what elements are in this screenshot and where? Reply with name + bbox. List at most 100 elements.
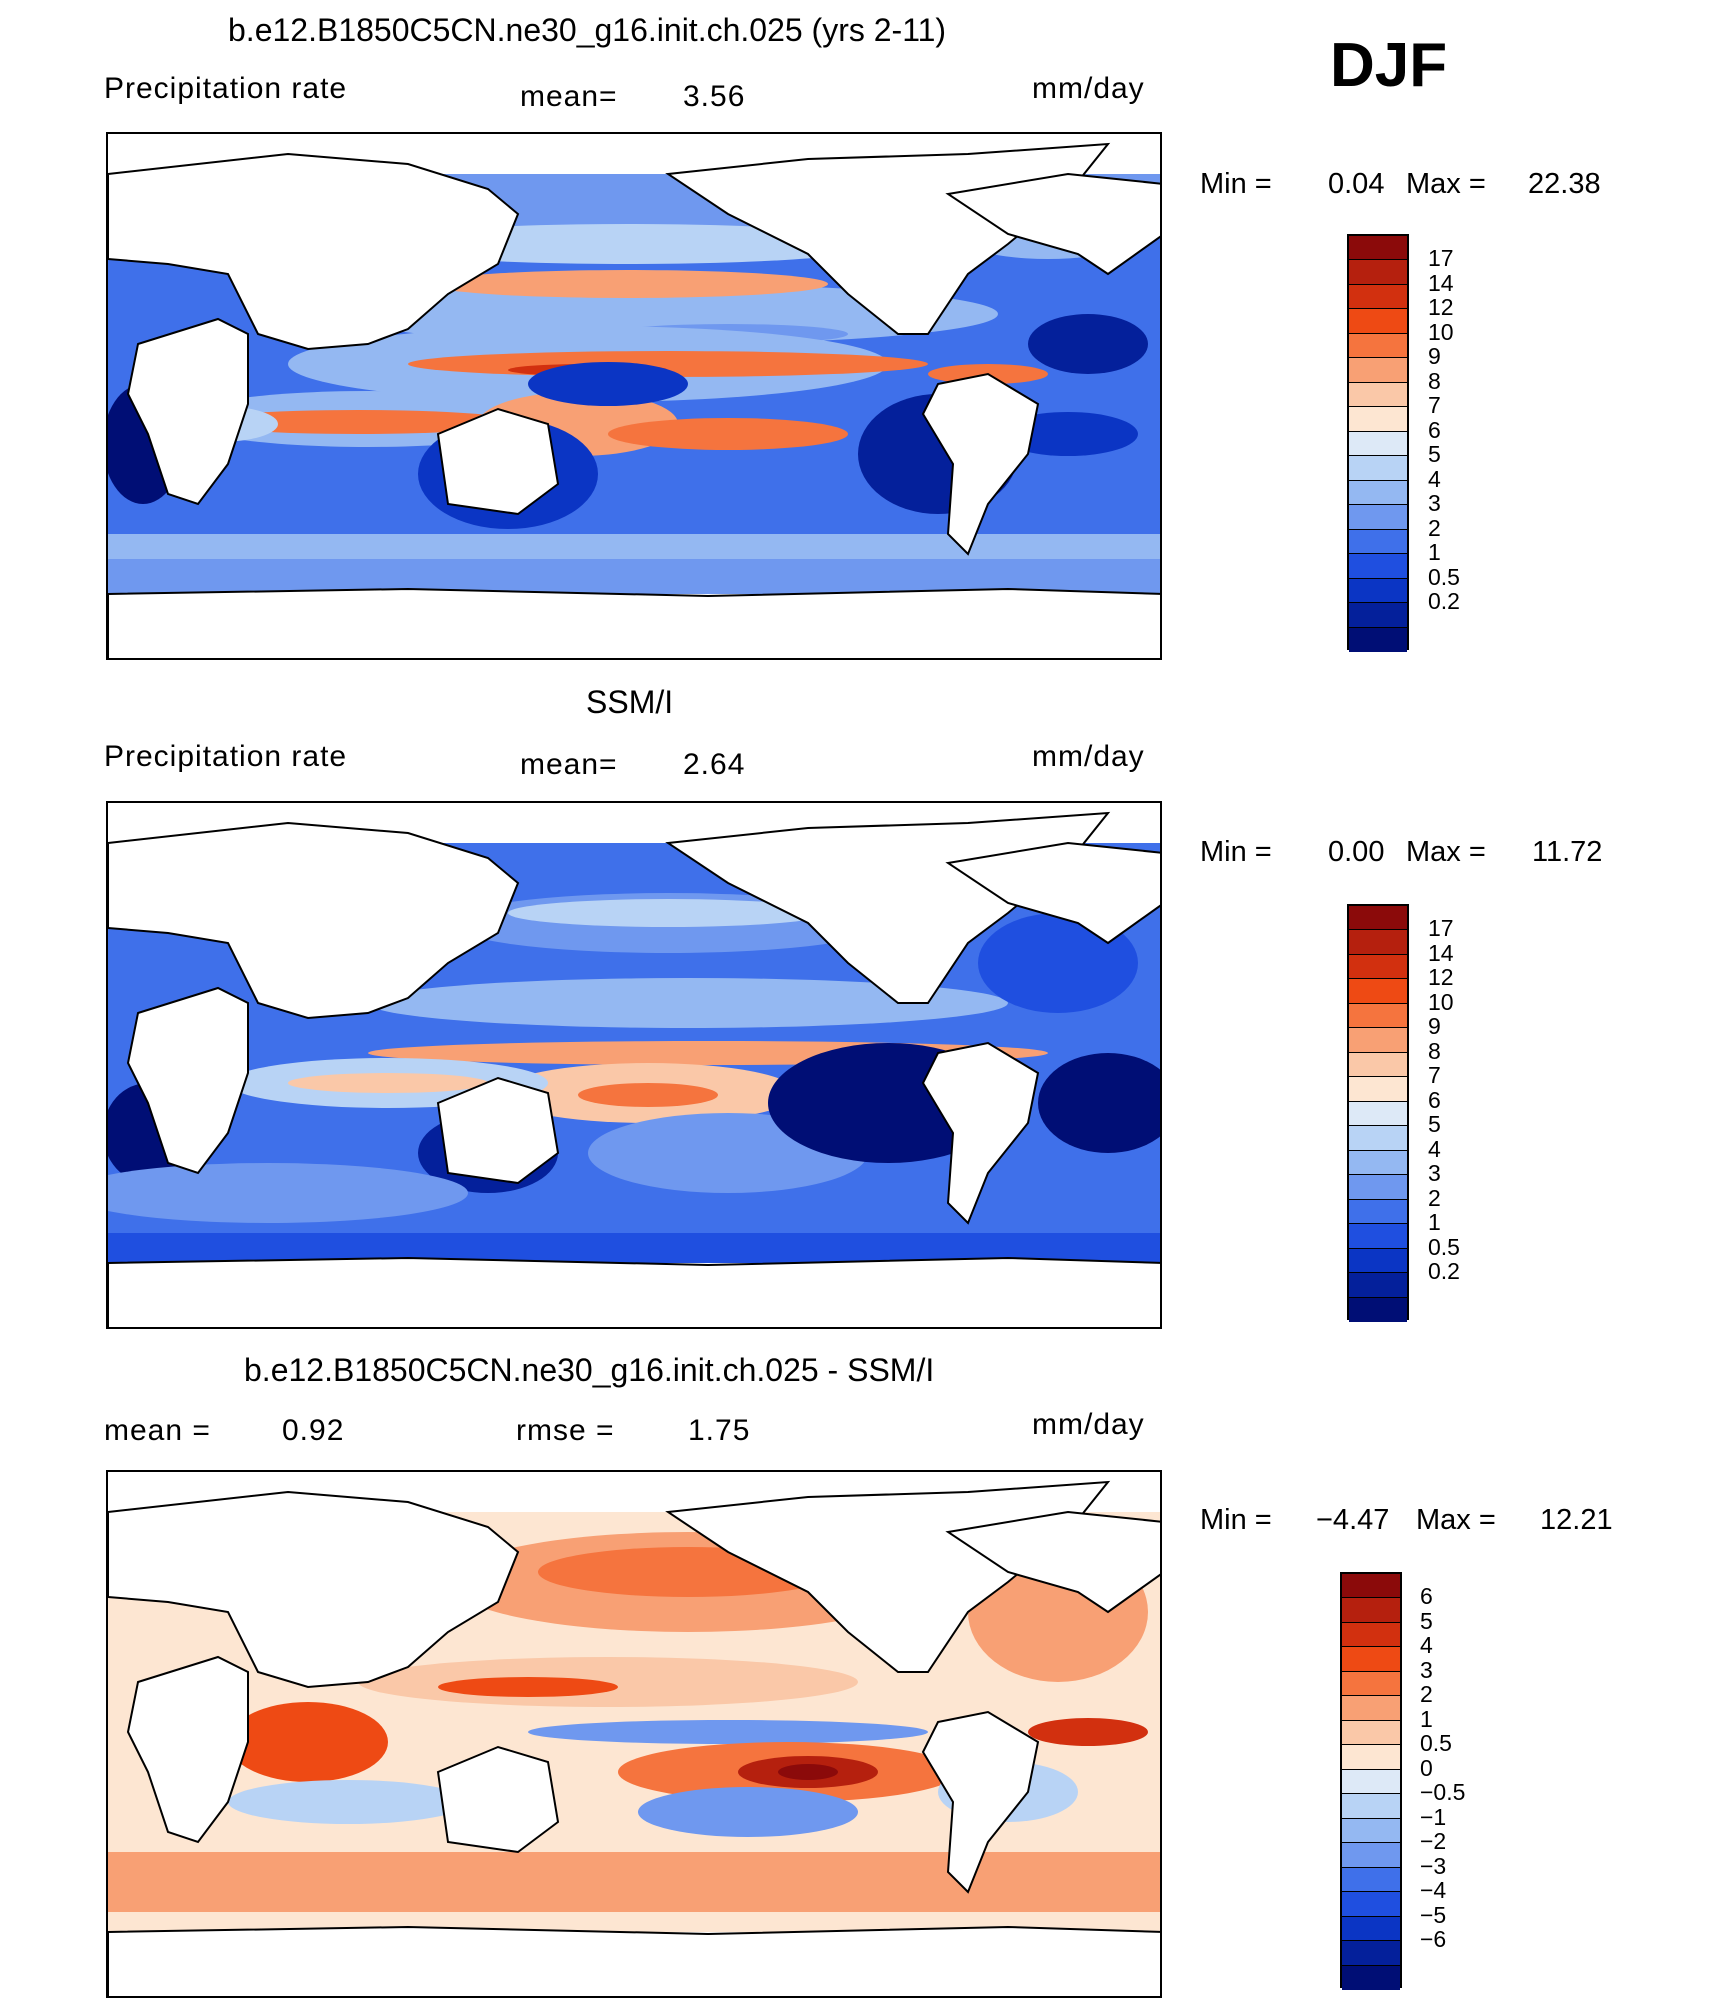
panel2-colorbar-tick-label: 1 xyxy=(1428,1209,1441,1236)
panel3-colorbar-tick-label: −5 xyxy=(1420,1901,1447,1928)
panel3-colorbar-swatch xyxy=(1342,1867,1400,1893)
panel3-min-label: Min = xyxy=(1200,1504,1272,1536)
panel2-colorbar-swatch xyxy=(1349,1175,1407,1200)
panel1-colorbar-swatch xyxy=(1349,309,1407,334)
panel1-colorbar-tick-label: 9 xyxy=(1428,343,1441,370)
panel2-colorbar-tick-label: 10 xyxy=(1428,988,1454,1015)
panel1-colorbar-swatch xyxy=(1349,578,1407,604)
panel3-colorbar-swatch xyxy=(1342,1843,1400,1868)
panel1-colorbar-tick-label: 0.2 xyxy=(1428,588,1460,615)
panel2-min-value: 0.00 xyxy=(1328,836,1385,868)
panel1-colorbar-swatch xyxy=(1349,431,1407,457)
panel2-colorbar-tick-label: 0.5 xyxy=(1428,1233,1460,1260)
panel3-colorbar-swatch xyxy=(1342,1647,1400,1672)
panel3-colorbar-swatch xyxy=(1342,1671,1400,1697)
panel2-colorbar-swatch xyxy=(1349,1150,1407,1176)
panel3-colorbar-swatch xyxy=(1342,1892,1400,1917)
panel1-colorbar-swatch xyxy=(1349,236,1407,261)
panel2-colorbar-swatch xyxy=(1349,1297,1407,1322)
panel1-colorbar-swatch xyxy=(1349,333,1407,359)
panel3-colorbar-tick-label: −6 xyxy=(1420,1926,1447,1953)
panel3-colorbar-swatch xyxy=(1342,1696,1400,1721)
panel3-colorbar-swatch xyxy=(1342,1818,1400,1844)
panel3-colorbar-tick-label: −2 xyxy=(1420,1828,1447,1855)
panel1-colorbar-swatch xyxy=(1349,382,1407,408)
panel1-colorbar-swatch xyxy=(1349,603,1407,628)
panel2-colorbar-tick-label: 14 xyxy=(1428,939,1454,966)
panel3-colorbar-swatch xyxy=(1342,1794,1400,1819)
panel3-map-drawing xyxy=(108,1480,1160,1996)
panel3-colorbar-swatch xyxy=(1342,1574,1400,1599)
panel3-colorbar-tick-label: 5 xyxy=(1420,1607,1433,1634)
panel2-map xyxy=(106,801,1162,1329)
panel3-colorbar-tick-label: 0 xyxy=(1420,1754,1433,1781)
panel1-colorbar-tick-label: 2 xyxy=(1428,514,1441,541)
panel3-colorbar-tick-label: 6 xyxy=(1420,1583,1433,1610)
panel3-colorbar-swatch xyxy=(1342,1941,1400,1966)
panel3-colorbar-swatch xyxy=(1342,1598,1400,1623)
panel2-colorbar-tick-label: 2 xyxy=(1428,1184,1441,1211)
panel3-max-label: Max = xyxy=(1416,1504,1496,1536)
panel2-colorbar-tick-label: 7 xyxy=(1428,1062,1441,1089)
panel3-colorbar-swatch xyxy=(1342,1769,1400,1795)
panel2-map-drawing xyxy=(108,811,1160,1327)
panel3-colorbar-tick-label: −1 xyxy=(1420,1803,1447,1830)
panel2-colorbar-swatch xyxy=(1349,1052,1407,1078)
panel1-colorbar-swatch xyxy=(1349,260,1407,285)
panel1-map xyxy=(106,132,1162,660)
panel1-colorbar-swatch xyxy=(1349,480,1407,506)
panel1-colorbar-swatch xyxy=(1349,627,1407,652)
panel3-colorbar-tick-label: 4 xyxy=(1420,1632,1433,1659)
panel2-min-label: Min = xyxy=(1200,836,1272,868)
panel3-units: mm/day xyxy=(1032,1408,1145,1441)
panel1-colorbar-tick-label: 10 xyxy=(1428,318,1454,345)
panel1-colorbar-tick-label: 4 xyxy=(1428,465,1441,492)
panel2-colorbar-swatch xyxy=(1349,1248,1407,1274)
panel2-mean-value: 2.64 xyxy=(683,748,746,781)
panel1-mean-label: mean= xyxy=(520,80,618,113)
panel2-colorbar-swatch xyxy=(1349,1273,1407,1298)
panel3-colorbar-tick-label: 2 xyxy=(1420,1681,1433,1708)
panel1-colorbar-tick-label: 5 xyxy=(1428,441,1441,468)
panel2-colorbar-tick-label: 17 xyxy=(1428,915,1454,942)
panel1-title: b.e12.B1850C5CN.ne30_g16.init.ch.025 (yr… xyxy=(228,12,947,48)
panel3-colorbar-tick-label: −4 xyxy=(1420,1877,1447,1904)
panel2-colorbar-tick-label: 9 xyxy=(1428,1013,1441,1040)
panel2-variable-label: Precipitation rate xyxy=(104,740,348,773)
panel2-colorbar-swatch xyxy=(1349,1101,1407,1127)
panel2-colorbar-swatch xyxy=(1349,979,1407,1004)
panel3-colorbar-tick-label: 3 xyxy=(1420,1656,1433,1683)
panel2-colorbar-tick-label: 3 xyxy=(1428,1160,1441,1187)
panel1-colorbar-swatch xyxy=(1349,529,1407,555)
panel2-title: SSM/I xyxy=(586,684,674,720)
panel3-colorbar-tick-label: −3 xyxy=(1420,1852,1447,1879)
panel2-colorbar-swatch xyxy=(1349,1003,1407,1029)
panel1-colorbar-tick-label: 14 xyxy=(1428,269,1454,296)
panel1-colorbar-tick-label: 12 xyxy=(1428,294,1454,321)
panel3-rmse-label: rmse = xyxy=(516,1414,615,1447)
panel2-colorbar-tick-label: 5 xyxy=(1428,1111,1441,1138)
panel3-colorbar-swatch xyxy=(1342,1622,1400,1648)
panel3-colorbar-swatch xyxy=(1342,1745,1400,1770)
panel2-colorbar xyxy=(1347,904,1409,1322)
panel3-colorbar-tick-label: 0.5 xyxy=(1420,1730,1452,1757)
panel2-colorbar-swatch xyxy=(1349,1199,1407,1225)
season-label: DJF xyxy=(1330,31,1448,100)
panel1-colorbar-swatch xyxy=(1349,358,1407,383)
panel1-colorbar xyxy=(1347,234,1409,652)
panel3-rmse-value: 1.75 xyxy=(688,1414,751,1447)
panel3-colorbar xyxy=(1340,1572,1402,1990)
panel3-colorbar-swatch xyxy=(1342,1965,1400,1990)
panel1-colorbar-tick-label: 7 xyxy=(1428,392,1441,419)
panel2-colorbar-swatch xyxy=(1349,1126,1407,1151)
panel2-colorbar-swatch xyxy=(1349,1028,1407,1053)
panel1-colorbar-tick-label: 6 xyxy=(1428,416,1441,443)
panel2-colorbar-tick-label: 12 xyxy=(1428,964,1454,991)
panel1-colorbar-swatch xyxy=(1349,554,1407,579)
panel2-colorbar-swatch xyxy=(1349,930,1407,955)
panel3-title: b.e12.B1850C5CN.ne30_g16.init.ch.025 - S… xyxy=(244,1352,935,1388)
panel2-colorbar-swatch xyxy=(1349,1077,1407,1102)
panel1-colorbar-tick-label: 0.5 xyxy=(1428,563,1460,590)
panel1-colorbar-swatch xyxy=(1349,456,1407,481)
panel3-min-value: −4.47 xyxy=(1316,1504,1390,1536)
